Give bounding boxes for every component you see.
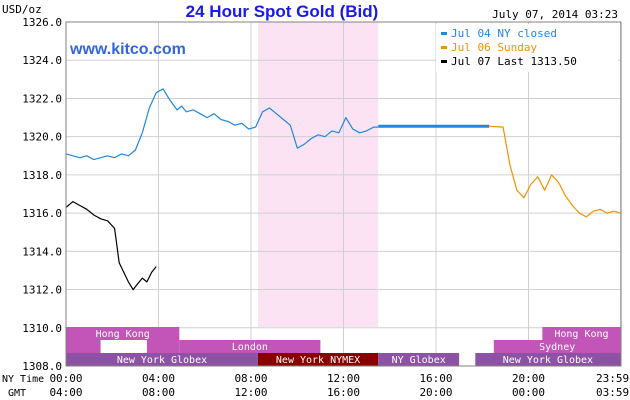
session-bar: [146, 340, 180, 353]
y-tick-label: 1318.0: [22, 169, 62, 182]
x-tick-label-ny: 20:00: [512, 372, 545, 385]
session-bar: [493, 340, 621, 353]
y-tick-labels: 1308.0 1310.0 1312.0 1314.0 1316.0 1318.0 1320…: [22, 16, 62, 373]
x-tick-label-gmt: 04:00: [49, 386, 82, 399]
chart-date: July 07, 2014 03:23: [492, 8, 618, 21]
session-label: New York Globex: [503, 355, 593, 366]
legend-entry: Jul 07 Last 1313.50: [451, 55, 577, 68]
session-label: NY Globex: [392, 355, 446, 366]
legend-entry: Jul 06 Sunday: [451, 41, 537, 54]
y-unit-label: USD/oz: [2, 3, 42, 16]
y-tick-label: 1320.0: [22, 131, 62, 144]
x-tick-label-ny: 23:59: [596, 372, 629, 385]
x-tick-label-gmt: 12:00: [234, 386, 267, 399]
y-tick-label: 1322.0: [22, 92, 62, 105]
y-tick-label: 1308.0: [22, 360, 62, 373]
gmt-label: GMT: [8, 388, 26, 399]
legend-entry: Jul 04 NY closed: [451, 27, 557, 40]
legend-background: [436, 24, 618, 72]
ny-time-label: NY Time: [2, 374, 44, 385]
watermark: www.kitco.com: [69, 41, 186, 58]
x-tick-label-ny: 12:00: [327, 372, 360, 385]
plot-frame: [65, 21, 622, 367]
y-tick-label: 1324.0: [22, 54, 62, 67]
session-label: Hong Kong: [96, 329, 150, 340]
session-bar: [66, 340, 101, 353]
session-bar: [378, 353, 460, 366]
x-tick-label-ny: 00:00: [49, 372, 82, 385]
y-tick-label: 1312.0: [22, 284, 62, 297]
session-label: Hong Kong: [554, 329, 608, 340]
x-tick-label-gmt: 20:00: [419, 386, 452, 399]
session-bar: [542, 327, 621, 340]
trading-sessions: Hong Kong Hong Kong London Sydney New York G…: [66, 327, 621, 366]
session-bar: [100, 340, 147, 353]
x-tick-label-gmt: 16:00: [327, 386, 360, 399]
series-line: [489, 125, 621, 218]
session-bar: [475, 353, 621, 366]
y-tick-label: 1310.0: [22, 322, 62, 335]
session-bar: [257, 353, 379, 366]
x-tick-labels: 00:0004:0004:0008:0008:0012:0012:0016:00…: [49, 372, 629, 399]
legend-swatch: [441, 46, 447, 49]
y-tick-label: 1316.0: [22, 207, 62, 220]
frame-border: [65, 21, 622, 367]
session-label: New York NYMEX: [276, 355, 360, 366]
series-line: [65, 201, 157, 291]
session-bar: [66, 327, 180, 340]
session-label: New York Globex: [117, 355, 207, 366]
x-tick-label-gmt: 03:59: [596, 386, 629, 399]
x-tick-label-ny: 08:00: [234, 372, 267, 385]
x-tick-label-ny: 16:00: [419, 372, 452, 385]
series-line: [65, 88, 379, 161]
x-tick-label-gmt: 08:00: [142, 386, 175, 399]
session-bar: [66, 353, 258, 366]
session-label: Sydney: [539, 342, 575, 353]
legend-swatch: [441, 60, 447, 63]
session-label: London: [232, 342, 268, 353]
price-series: [65, 88, 621, 291]
legend-swatch: [441, 32, 447, 35]
y-tick-label: 1326.0: [22, 16, 62, 29]
x-tick-label-gmt: 00:00: [512, 386, 545, 399]
y-tick-label: 1314.0: [22, 245, 62, 258]
chart-title: 24 Hour Spot Gold (Bid): [186, 2, 379, 21]
session-bar: [179, 340, 321, 353]
x-tick-label-ny: 04:00: [142, 372, 175, 385]
